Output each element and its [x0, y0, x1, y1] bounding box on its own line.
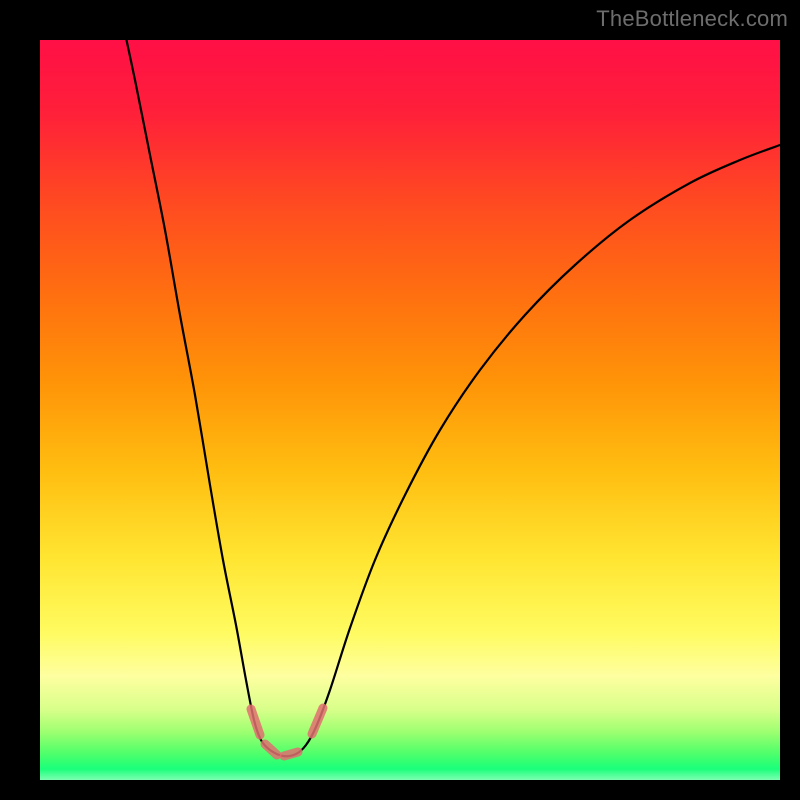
marker-segment: [284, 752, 298, 756]
gradient-background: [40, 40, 780, 780]
plot-svg: [40, 40, 780, 780]
plot-area: [40, 40, 780, 780]
watermark-text: TheBottleneck.com: [596, 6, 788, 32]
chart-frame: TheBottleneck.com: [0, 0, 800, 800]
